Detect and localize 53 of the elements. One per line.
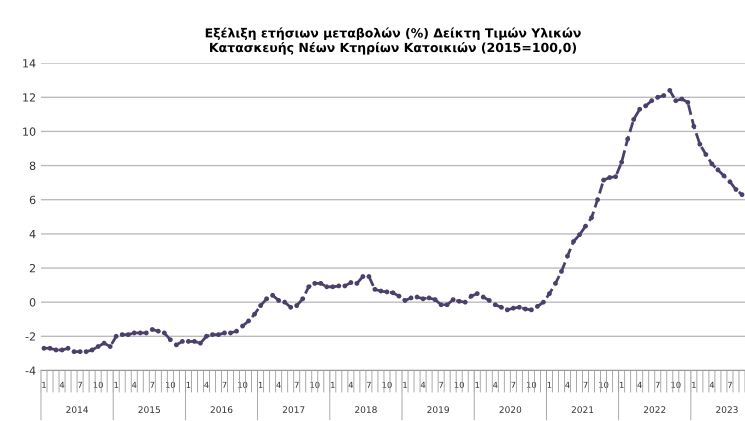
- x-tick-label: 1: [42, 382, 46, 388]
- y-tick-label: 10: [23, 127, 36, 136]
- y-tick-label: 0: [30, 298, 36, 307]
- x-tick-label: 10: [382, 382, 392, 388]
- x-tick-label: 7: [728, 382, 732, 388]
- x-tick-label: 1: [548, 382, 552, 388]
- x-tick-label: 1: [258, 382, 262, 388]
- y-tick-label: 2: [30, 264, 35, 272]
- x-tick-label: 1: [692, 382, 696, 388]
- y-tick-label: -4: [26, 366, 36, 375]
- y-tick-label: 12: [23, 93, 35, 102]
- x-tick-label: 1: [114, 382, 118, 388]
- x-tick-label: 7: [366, 382, 371, 388]
- x-tick-label: 7: [294, 382, 299, 388]
- x-tick-label: 4: [348, 382, 354, 388]
- text: 2015: [138, 406, 160, 414]
- x-tick-label: 7: [656, 382, 660, 388]
- text: 2023: [716, 406, 738, 414]
- y-tick-label: 4: [30, 230, 36, 238]
- x-tick-label: 4: [710, 382, 714, 388]
- text: 2017: [282, 406, 304, 414]
- text: 2022: [644, 406, 666, 414]
- text: 2019: [427, 406, 449, 414]
- x-tick-label: 4: [276, 382, 281, 388]
- text: 2014: [66, 406, 88, 414]
- x-tick-label: 4: [493, 382, 498, 388]
- x-tick-label: 4: [420, 382, 426, 388]
- x-tick-label: 7: [222, 382, 226, 388]
- x-tick-label: 7: [78, 382, 82, 388]
- text: 2020: [500, 406, 522, 414]
- x-tick-label: 1: [620, 382, 624, 388]
- y-tick-label: -2: [26, 332, 35, 341]
- x-tick-label: 7: [584, 382, 588, 388]
- x-tick-label: 4: [132, 382, 136, 388]
- y-tick-label: 8: [30, 162, 36, 170]
- x-tick-label: 4: [565, 382, 570, 388]
- x-tick-label: 7: [439, 382, 444, 388]
- x-tick-label: 7: [511, 382, 516, 388]
- chart-title: Εξέλιξη ετήσιων μεταβολών (%) Δείκτη Τιμών Υλικών Κατασκευής Νέων Κτηρίων Κατοικιών (2015=100,0): [206, 27, 581, 55]
- x-tick-label: 10: [238, 382, 248, 388]
- x-tick-label: 1: [403, 382, 407, 388]
- x-tick-label: 1: [331, 382, 335, 388]
- text: 2021: [572, 406, 594, 414]
- y-tick-label: 14: [23, 59, 36, 68]
- text: 2018: [355, 406, 377, 414]
- x-tick-label: 4: [60, 382, 64, 388]
- x-tick-label: 4: [204, 382, 209, 388]
- text: 2016: [210, 406, 232, 414]
- x-tick-label: 7: [150, 382, 154, 388]
- x-tick-label: 1: [475, 382, 480, 388]
- y-tick-label: 6: [30, 196, 36, 204]
- x-tick-label: 1: [186, 382, 190, 388]
- x-tick-label: 4: [637, 382, 642, 388]
